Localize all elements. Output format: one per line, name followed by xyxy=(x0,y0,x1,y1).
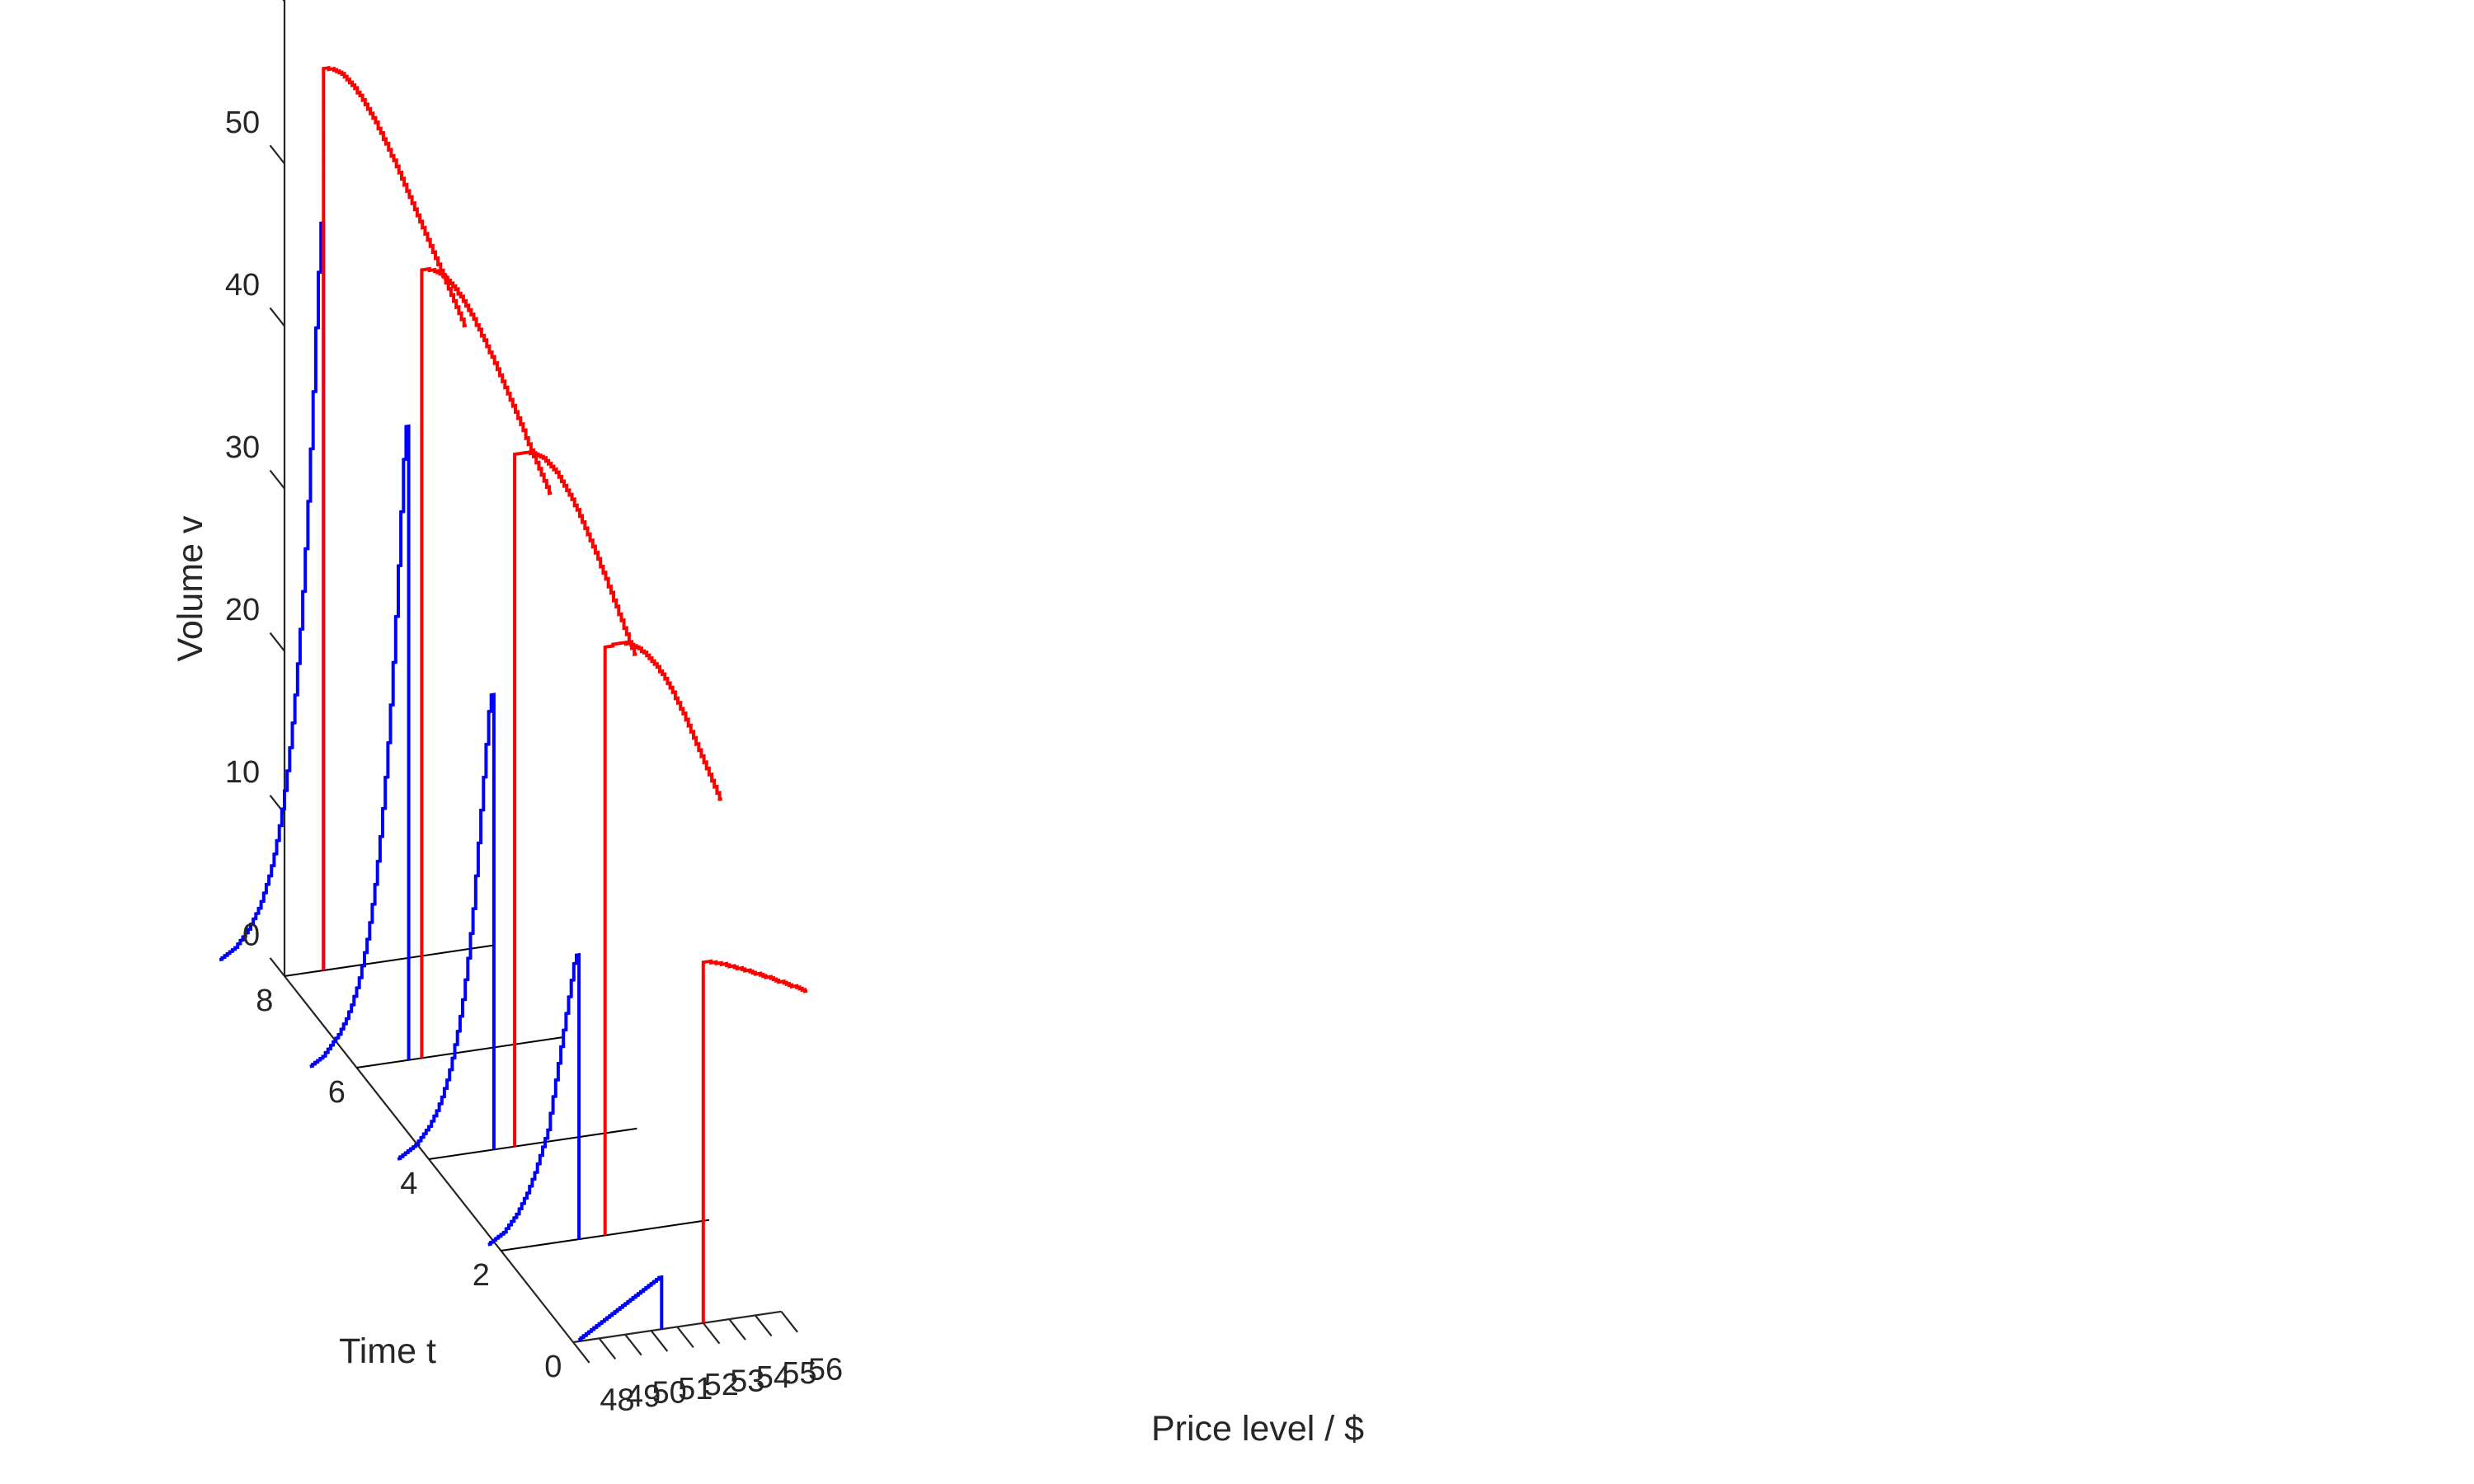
ask-series-t2 xyxy=(603,640,722,1236)
z-axis-label: Volume v xyxy=(171,515,210,661)
price-tick-label: 50 xyxy=(652,1375,687,1410)
time-tick-label: 8 xyxy=(256,984,273,1018)
price-tick-label: 48 xyxy=(600,1383,634,1418)
price-tick-label: 53 xyxy=(730,1364,764,1398)
price-tick xyxy=(754,1314,773,1337)
tick-labels: 48495051525354555602468010203040506070 xyxy=(225,106,843,1418)
bid-series-t2 xyxy=(487,952,581,1247)
time-tick-label: 6 xyxy=(328,1075,346,1110)
volume-tick xyxy=(269,307,285,327)
ask-series-t0 xyxy=(701,959,808,1323)
volume-tick xyxy=(269,144,285,165)
volume-tick xyxy=(269,957,285,977)
x-axis-label: Price level / $ xyxy=(1151,1409,1364,1449)
volume-tick xyxy=(269,632,285,652)
price-tick xyxy=(650,1330,669,1352)
price-tick xyxy=(676,1326,694,1349)
price-tick xyxy=(572,1341,590,1364)
volume-tick-label: 10 xyxy=(225,755,260,790)
volume-tick-label: 40 xyxy=(225,268,260,303)
time-baseline xyxy=(284,944,493,977)
time-baseline xyxy=(428,1127,637,1160)
volume-tick xyxy=(282,0,285,2)
time-tick-label: 0 xyxy=(544,1350,562,1384)
price-tick-label: 49 xyxy=(626,1379,661,1414)
price-tick xyxy=(624,1334,642,1356)
price-tick-label: 55 xyxy=(782,1356,816,1391)
volume-tick-label: 30 xyxy=(225,430,260,465)
volume-tick-label: 20 xyxy=(225,593,260,627)
price-tick-label: 56 xyxy=(808,1353,843,1388)
ask-series-t4 xyxy=(513,449,637,1147)
bid-series-t6 xyxy=(309,424,411,1068)
bid-series-t4 xyxy=(397,693,496,1161)
time-baseline xyxy=(356,1036,566,1068)
series-lines xyxy=(219,65,808,1342)
price-tick-label: 54 xyxy=(756,1360,791,1395)
price-tick xyxy=(728,1318,746,1341)
price-tick xyxy=(598,1337,617,1360)
axes xyxy=(269,0,798,1364)
bid-series-t0 xyxy=(577,1275,664,1342)
price-tick xyxy=(780,1311,798,1333)
ask-series-t6 xyxy=(420,266,553,1059)
volume-tick-label: 0 xyxy=(242,918,260,952)
time-tick-label: 4 xyxy=(400,1167,417,1201)
time-tick-label: 2 xyxy=(473,1258,490,1293)
price-tick-label: 52 xyxy=(704,1368,739,1402)
y-axis-label: Time t xyxy=(339,1331,436,1371)
volume-tick xyxy=(269,469,285,490)
price-tick xyxy=(702,1322,721,1345)
ask-series-t8 xyxy=(322,65,468,970)
bid-series-t8 xyxy=(219,221,326,970)
price-tick-label: 51 xyxy=(678,1372,713,1407)
volume-tick-label: 50 xyxy=(225,106,260,140)
time-baselines xyxy=(284,944,710,1252)
